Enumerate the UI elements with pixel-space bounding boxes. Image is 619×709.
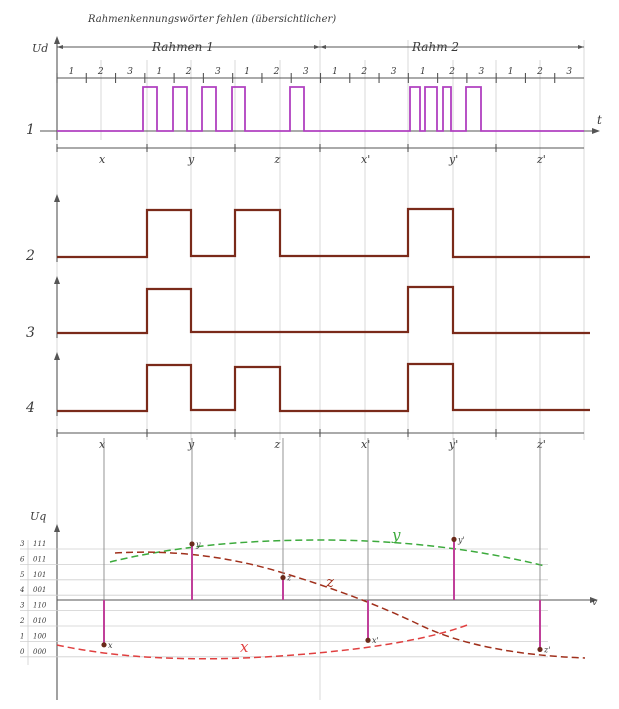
sub-slot-label: 1 (156, 67, 162, 77)
code-level: 5 (20, 571, 25, 579)
signal-2-panel: 2 (25, 194, 590, 264)
segment-label: y' (448, 438, 458, 451)
segment-label: y' (448, 153, 458, 166)
curve-label: y (391, 526, 401, 544)
segment-label: x (99, 153, 106, 166)
signal-1-panel: Ud t 1 Rahmen 1 Rahm 2 1 2 3 1 2 3 1 2 3 1 2 3 1 2 3 1 2… (26, 36, 602, 166)
code-word: 000 (33, 648, 47, 656)
segment-label: x' (361, 438, 370, 451)
sample-point (189, 541, 195, 547)
sub-slot-label: 3 (215, 67, 221, 77)
v-axis-label: v (592, 598, 597, 608)
sample-points: x y z x' y' z' (101, 438, 550, 654)
code-level: 0 (20, 648, 25, 656)
segment-label: y (187, 438, 195, 451)
code-word: 110 (33, 602, 47, 610)
signal-curves: y z x (56, 526, 586, 660)
signal-label-2: 2 (25, 248, 35, 264)
sample-label: z (286, 574, 292, 583)
sample-point (451, 536, 457, 542)
sub-slot-label: 3 (391, 67, 397, 77)
signal-4-waveform (57, 362, 590, 413)
sample-label: x' (372, 636, 379, 645)
sub-slot-label: 1 (332, 67, 338, 77)
sub-slot-label: 3 (303, 67, 309, 77)
frame-label-2: Rahm 2 (411, 40, 459, 54)
sample-point (280, 574, 286, 581)
segment-label: z (274, 153, 281, 166)
uq-axis-label: Uq (30, 510, 46, 523)
code-level: 3 (20, 540, 25, 548)
segment-label: y (187, 153, 195, 166)
signal-label-1: 1 (26, 122, 35, 138)
curve-z-line (114, 551, 586, 659)
code-word: 101 (33, 571, 46, 579)
sample-point (101, 642, 107, 648)
sub-slot-label: 3 (127, 67, 133, 77)
code-word: 100 (33, 632, 47, 640)
signal-3-panel: 3 (26, 276, 590, 341)
signal-label-3: 3 (26, 325, 35, 341)
signal-2-waveform (57, 207, 590, 259)
segment-labels-top: x y z x' y' z' (56, 144, 546, 166)
code-level: 6 (20, 555, 25, 563)
sub-slot-label: 2 (360, 67, 367, 77)
sub-slot-label: 1 (420, 67, 426, 77)
segment-label: x (99, 438, 106, 451)
segment-label: z' (536, 438, 546, 451)
curve-label: z (325, 573, 334, 591)
ud-axis-label: Ud (32, 42, 48, 55)
diagram-title: Rahmenkennungswörter fehlen (übersichtli… (87, 14, 336, 25)
code-word: 001 (33, 586, 46, 594)
sub-slot-label: 2 (273, 67, 280, 77)
code-level: 2 (19, 617, 25, 625)
sub-slot-ticks: 1 2 3 1 2 3 1 2 3 1 2 3 1 2 3 1 2 3 (56, 67, 572, 83)
t-axis-label: t (597, 113, 602, 127)
code-level: 1 (20, 632, 24, 640)
signal-1-waveform (57, 86, 584, 132)
sample-label: y (195, 540, 201, 549)
sub-slot-label: 2 (97, 67, 104, 77)
signal-4-panel: 4 (25, 352, 590, 416)
sub-slot-label: 2 (448, 67, 455, 77)
sample-label: z' (543, 645, 550, 654)
signal-3-waveform (57, 285, 590, 335)
signal-label-4: 4 (25, 400, 35, 416)
segment-label: z (274, 438, 281, 451)
code-word: 011 (33, 555, 46, 563)
code-word: 010 (33, 617, 47, 625)
frame-label-1: Rahmen 1 (151, 40, 214, 54)
curve-y-line (109, 539, 546, 567)
sub-slot-label: 2 (536, 67, 543, 77)
vertical-grid (56, 40, 585, 700)
sub-slot-label: 1 (69, 67, 75, 77)
code-level: 3 (20, 602, 25, 610)
sub-slot-label: 3 (479, 67, 485, 77)
sub-slot-label: 3 (566, 67, 572, 77)
curve-x-line (56, 623, 471, 660)
segment-row-bottom: x y z x' y' z' (56, 429, 584, 451)
curve-label: x (240, 638, 249, 656)
segment-label: z' (536, 153, 546, 166)
sample-label: x (108, 641, 113, 650)
sample-label: y' (457, 535, 465, 544)
sub-slot-label: 1 (508, 67, 514, 77)
sample-point (537, 646, 543, 653)
code-word: 111 (33, 540, 46, 548)
sample-point (365, 637, 371, 643)
code-level: 4 (19, 586, 24, 594)
sub-slot-label: 1 (244, 67, 250, 77)
segment-label: x' (361, 153, 370, 166)
sub-slot-label: 2 (185, 67, 192, 77)
